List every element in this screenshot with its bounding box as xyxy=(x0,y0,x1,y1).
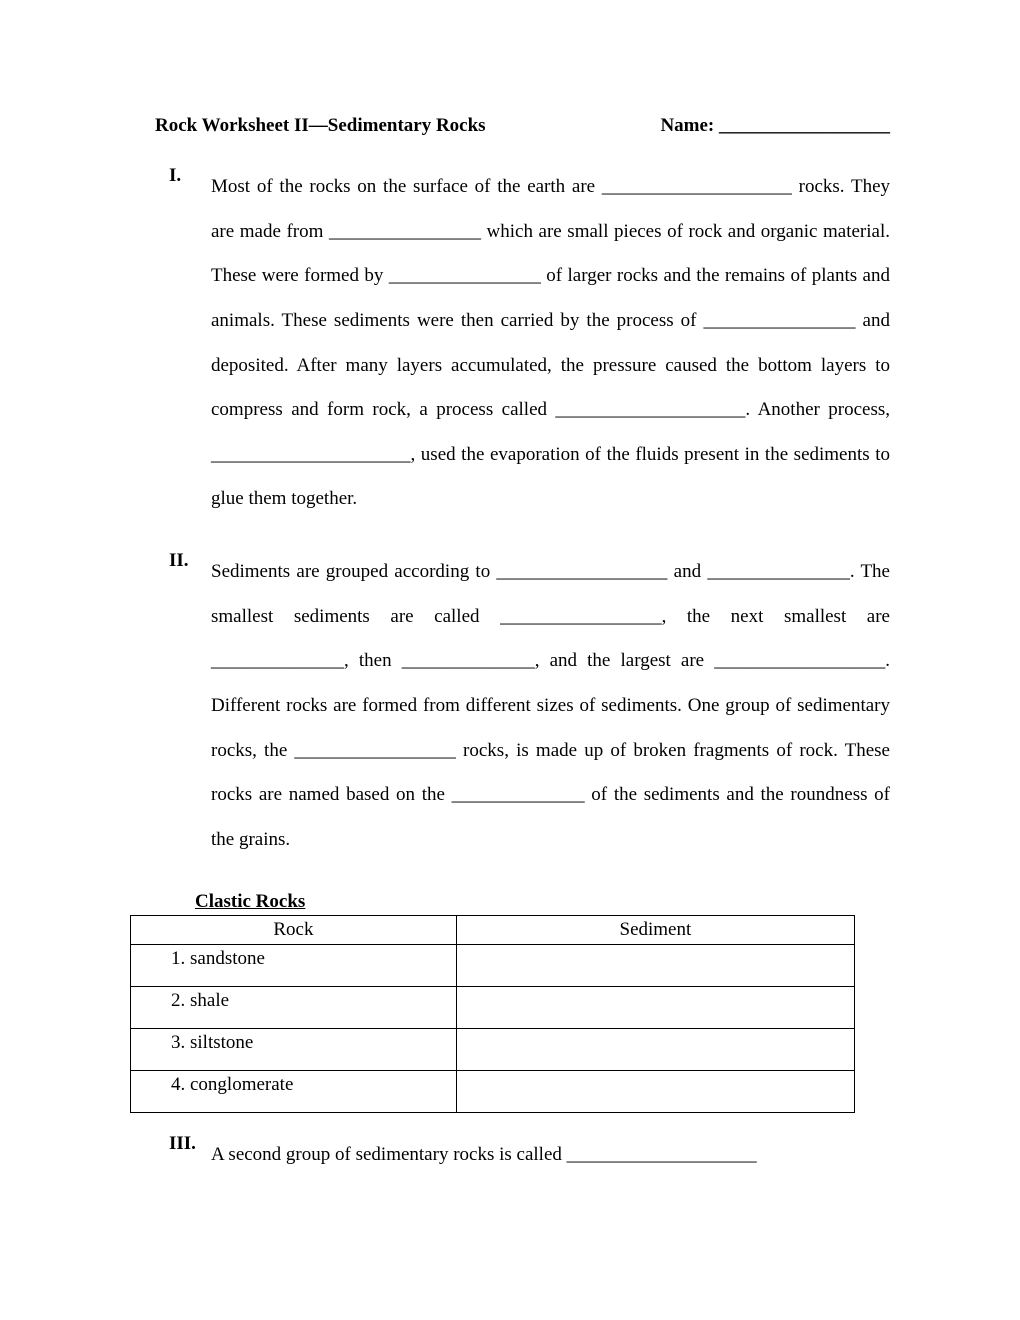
rock-cell: 4. conglomerate xyxy=(131,1070,457,1112)
section-3: III. A second group of sedimentary rocks… xyxy=(155,1133,890,1178)
section-2-text: Sediments are grouped according to _____… xyxy=(211,550,890,862)
col-header-rock: Rock xyxy=(131,915,457,944)
roman-1: I. xyxy=(155,165,211,522)
table-row: 2. shale xyxy=(131,986,855,1028)
table-row: 1. sandstone xyxy=(131,944,855,986)
section-1: I. Most of the rocks on the surface of t… xyxy=(155,165,890,522)
roman-3: III. xyxy=(155,1133,211,1178)
sediment-cell[interactable] xyxy=(456,1028,854,1070)
table-heading: Clastic Rocks xyxy=(195,891,890,913)
section-1-text: Most of the rocks on the surface of the … xyxy=(211,165,890,522)
section-2: II. Sediments are grouped according to _… xyxy=(155,550,890,862)
clastic-rocks-table: Rock Sediment 1. sandstone 2. shale 3. s… xyxy=(130,915,855,1113)
table-header-row: Rock Sediment xyxy=(131,915,855,944)
header-row: Rock Worksheet II—Sedimentary Rocks Name… xyxy=(155,115,890,137)
roman-2: II. xyxy=(155,550,211,862)
sediment-cell[interactable] xyxy=(456,986,854,1028)
sediment-cell[interactable] xyxy=(456,1070,854,1112)
rock-cell: 2. shale xyxy=(131,986,457,1028)
section-3-text: A second group of sedimentary rocks is c… xyxy=(211,1133,890,1178)
table-container: Clastic Rocks Rock Sediment 1. sandstone… xyxy=(155,891,890,1113)
name-label: Name: __________________ xyxy=(660,115,890,137)
sediment-cell[interactable] xyxy=(456,944,854,986)
worksheet-title: Rock Worksheet II—Sedimentary Rocks xyxy=(155,115,486,137)
table-row: 4. conglomerate xyxy=(131,1070,855,1112)
table-row: 3. siltstone xyxy=(131,1028,855,1070)
rock-cell: 1. sandstone xyxy=(131,944,457,986)
col-header-sediment: Sediment xyxy=(456,915,854,944)
rock-cell: 3. siltstone xyxy=(131,1028,457,1070)
